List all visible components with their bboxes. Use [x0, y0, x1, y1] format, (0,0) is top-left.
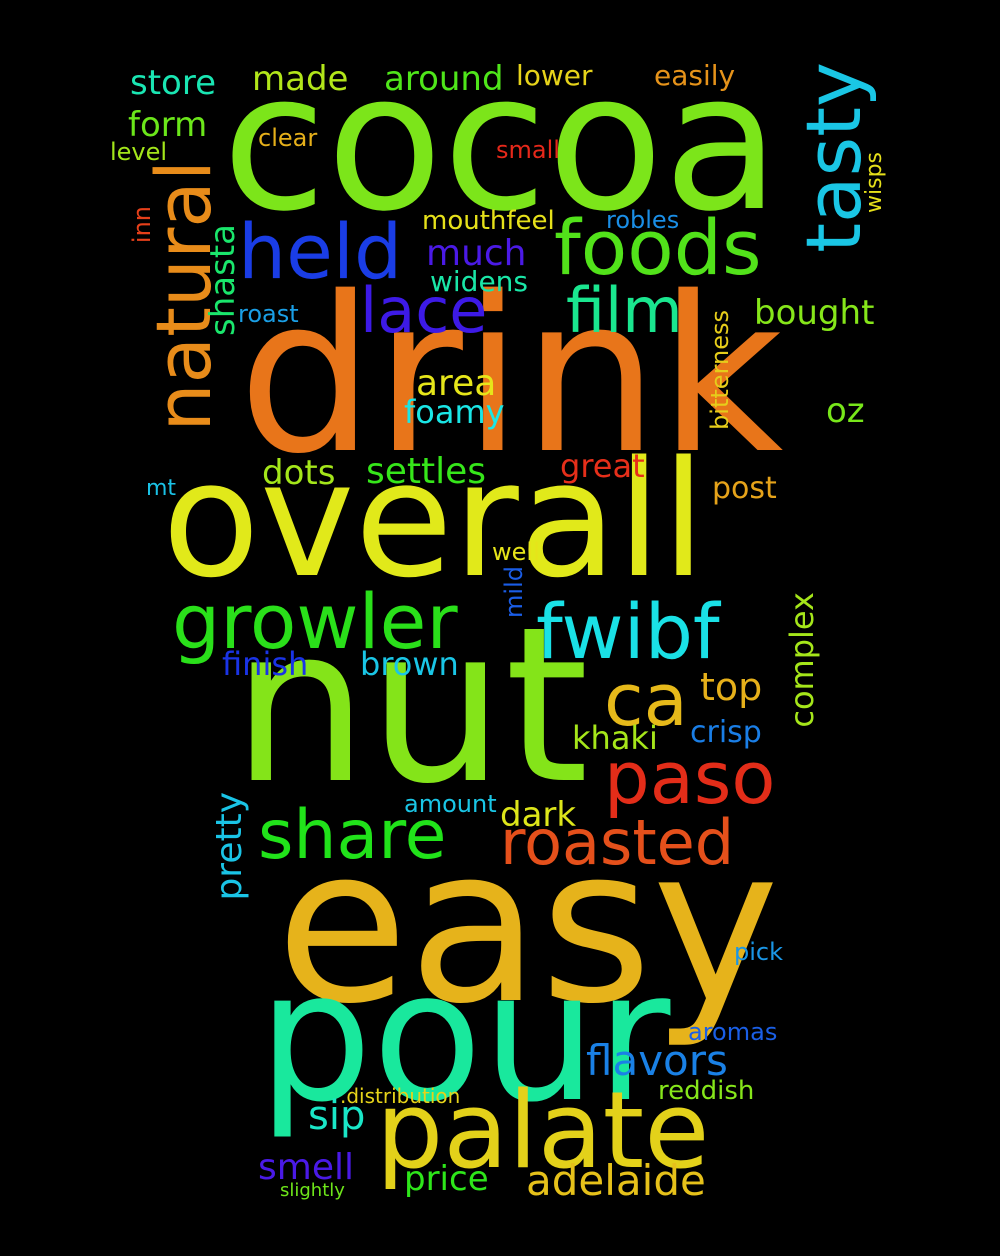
- word-lower: lower: [516, 59, 593, 92]
- word-roasted: roasted: [500, 806, 735, 879]
- word-paso: paso: [604, 736, 776, 820]
- word-great: great: [560, 447, 645, 485]
- word-adelaide: adelaide: [526, 1156, 706, 1205]
- word-well: well: [492, 538, 540, 566]
- word-oz: oz: [826, 391, 865, 431]
- word-complex: complex: [783, 592, 821, 728]
- word-brown: brown: [360, 645, 459, 683]
- word-small: small: [496, 136, 560, 164]
- word-pour: pour: [258, 933, 671, 1142]
- word-khaki: khaki: [572, 719, 658, 757]
- word-mild: mild: [500, 566, 528, 618]
- word-lace: lace: [360, 274, 488, 347]
- word-roast: roast: [238, 300, 299, 328]
- word-ca: ca: [604, 658, 688, 742]
- word-dark: dark: [500, 795, 577, 835]
- word-made: made: [252, 59, 349, 99]
- word-mouthfeel: mouthfeel: [422, 206, 555, 236]
- word-fwibf: fwibf: [536, 587, 720, 676]
- word-store: store: [130, 63, 216, 103]
- word-drink: drink: [238, 250, 784, 501]
- word-settles: settles: [366, 451, 487, 492]
- word-tasty: tasty: [789, 62, 878, 253]
- word-amount: amount: [404, 790, 497, 818]
- word-level: level: [110, 138, 168, 166]
- word-shasta: shasta: [203, 224, 243, 336]
- word-cocoa: cocoa: [222, 32, 780, 253]
- word-much: much: [426, 233, 527, 274]
- word-smell: smell: [258, 1147, 354, 1188]
- word-price: price: [404, 1159, 489, 1199]
- word-widens: widens: [430, 265, 529, 298]
- word-reddish: reddish: [658, 1076, 755, 1106]
- word-pretty: pretty: [209, 792, 250, 901]
- word-slightly: slightly: [280, 1180, 345, 1201]
- word-clear: clear: [258, 124, 318, 152]
- word-wisps: wisps: [862, 152, 887, 213]
- word-pick: pick: [734, 938, 783, 966]
- word-bitterness: bitterness: [706, 310, 734, 430]
- word-nut: nut: [232, 580, 589, 831]
- word-around: around: [384, 59, 504, 99]
- word-foods: foods: [554, 203, 762, 292]
- word-crisp: crisp: [690, 715, 762, 750]
- word-dots: dots: [262, 453, 336, 493]
- word-post: post: [712, 471, 777, 506]
- word-distribution: .distribution: [340, 1084, 461, 1108]
- word-growler: growler: [172, 577, 458, 666]
- word-held: held: [238, 207, 403, 296]
- word-bought: bought: [754, 293, 875, 333]
- word-finish: finish: [222, 645, 309, 683]
- word-area: area: [416, 363, 497, 404]
- word-foamy: foamy: [404, 393, 505, 431]
- word-palate: palate: [376, 1069, 710, 1192]
- word-overall: overall: [162, 426, 706, 613]
- word-sip: sip: [308, 1093, 366, 1139]
- word-flavors: flavors: [586, 1036, 728, 1085]
- word-robles: robles: [606, 206, 680, 234]
- word-easy: easy: [276, 800, 780, 1051]
- word-share: share: [258, 796, 447, 875]
- word-top: top: [700, 665, 763, 709]
- word-inn: inn: [128, 206, 156, 244]
- word-form: form: [128, 105, 208, 145]
- word-aromas: aromas: [688, 1018, 778, 1046]
- word-film: film: [566, 274, 683, 347]
- word-mt: mt: [146, 476, 177, 501]
- word-easily: easily: [654, 59, 736, 92]
